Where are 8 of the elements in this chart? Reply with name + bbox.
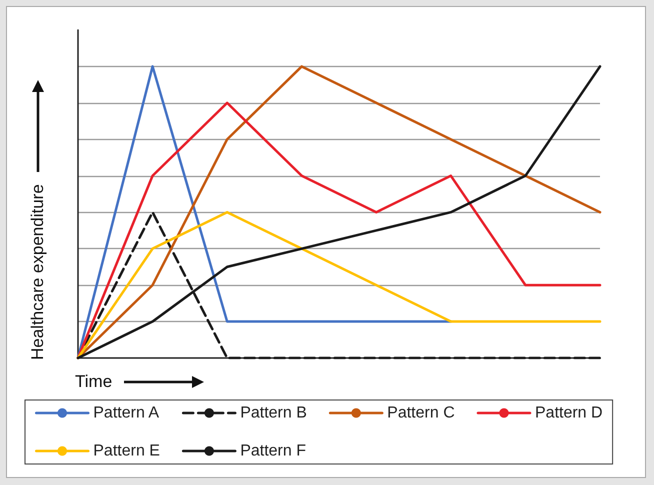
legend-label: Pattern D xyxy=(534,404,603,422)
legend-label: Pattern C xyxy=(387,404,455,422)
x-axis-title: Time xyxy=(75,372,112,392)
legend-label: Pattern A xyxy=(93,404,160,422)
legend-label: Pattern F xyxy=(240,442,306,460)
y-axis-title: Healthcare expenditure xyxy=(28,184,48,360)
legend-label: Pattern E xyxy=(93,442,160,460)
legend-label: Pattern B xyxy=(240,404,307,422)
